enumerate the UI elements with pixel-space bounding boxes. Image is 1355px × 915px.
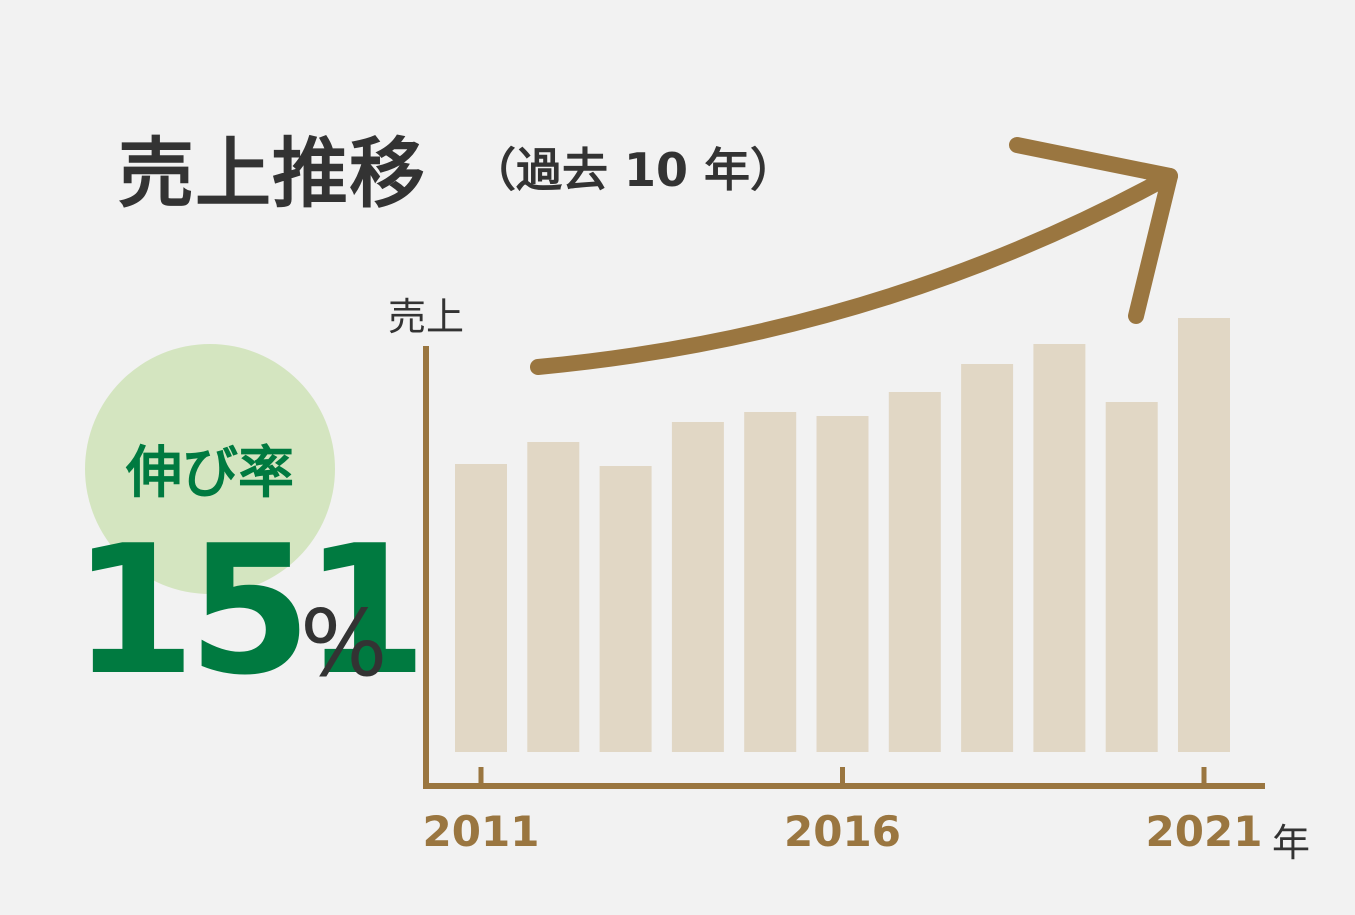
chart-subtitle: （過去 10 年） — [470, 143, 797, 197]
bar-2018 — [961, 364, 1014, 752]
y-axis-label: 売上 — [388, 295, 465, 339]
growth-label: 伸び率 — [126, 441, 294, 506]
growth-badge-circle — [85, 344, 335, 594]
bar-2012 — [527, 442, 580, 752]
bar-2017 — [888, 392, 941, 752]
bar-2011 — [455, 464, 507, 752]
bar-2019 — [1033, 344, 1086, 752]
bar-2020 — [1105, 402, 1158, 752]
bar-2014 — [671, 422, 724, 752]
x-tick-label-2021: 2021 — [1146, 807, 1263, 856]
bar-series — [455, 318, 1230, 752]
bar-2021 — [1178, 318, 1230, 752]
chart-title: 売上推移 — [118, 129, 426, 218]
trend-arrow-head — [1009, 137, 1178, 324]
x-ticks: 2011 2016 2021 — [423, 767, 1263, 856]
x-tick-label-2011: 2011 — [423, 807, 540, 856]
x-axis-label: 年 — [1272, 821, 1311, 865]
growth-unit: % — [300, 590, 388, 697]
bar-2016 — [816, 416, 869, 752]
bar-2015 — [744, 412, 797, 752]
growth-value: 151 — [72, 507, 428, 714]
bar-2013 — [599, 466, 652, 752]
x-tick-label-2016: 2016 — [784, 807, 901, 856]
trend-arrow-curve — [530, 168, 1178, 375]
